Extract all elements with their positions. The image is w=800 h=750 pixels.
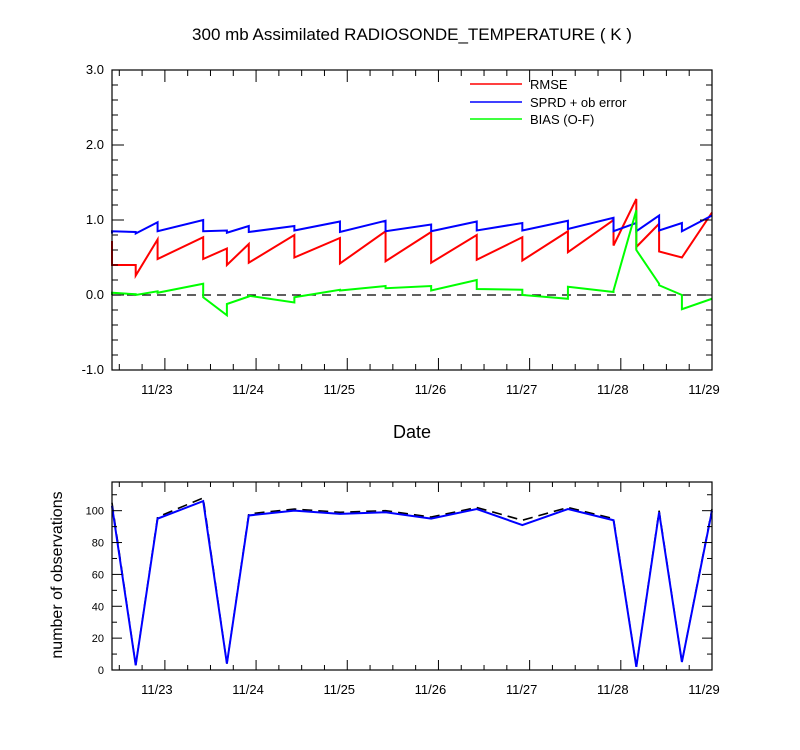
- legend-label-bias: BIAS (O-F): [530, 112, 594, 127]
- top-chart-title: 300 mb Assimilated RADIOSONDE_TEMPERATUR…: [192, 25, 632, 44]
- bottom-y-tick-label: 40: [92, 601, 104, 613]
- top-series-line-2: [111, 209, 713, 318]
- bottom-x-tick-label: 11/24: [232, 682, 264, 697]
- legend-label-rmse: RMSE: [530, 77, 568, 92]
- bottom-x-tick-label: 11/23: [141, 682, 173, 697]
- bottom-y-tick-label: 0: [98, 665, 104, 677]
- bottom-series-line-1: [111, 499, 713, 667]
- top-y-tick-label: 0.0: [86, 287, 104, 302]
- bottom-y-tick-label: 20: [92, 633, 104, 645]
- top-ticks: -1.0 0.0 1.0 2.0 3.0 11/23 11/24 11/25 11/26 11/2…: [82, 62, 720, 397]
- top-x-tick-label: 11/23: [141, 382, 173, 397]
- bottom-chart-y-axis-label: number of observations: [49, 491, 66, 658]
- top-x-tick-label: 11/29: [688, 382, 720, 397]
- legend: RMSE SPRD + ob error BIAS (O-F): [470, 77, 627, 127]
- top-y-tick-label: -1.0: [82, 362, 104, 377]
- top-series-group: [111, 198, 713, 318]
- top-x-tick-label: 11/25: [323, 382, 355, 397]
- top-x-tick-label: 11/27: [506, 382, 538, 397]
- bottom-x-tick-label: 11/27: [506, 682, 538, 697]
- bottom-axes: [111, 481, 713, 671]
- top-y-tick-label: 3.0: [86, 62, 104, 77]
- bottom-y-tick-label: 80: [92, 538, 104, 550]
- top-chart-x-axis-label: Date: [393, 422, 431, 442]
- bottom-x-tick-label: 11/28: [597, 682, 629, 697]
- bottom-y-tick-label: 100: [86, 506, 104, 518]
- bottom-ticks: 0 20 40 60 80 100 11/23 11/24 11/25 11/26 11/27 11/…: [86, 482, 720, 697]
- bottom-series-line-0: [111, 496, 713, 667]
- top-x-tick-label: 11/26: [415, 382, 447, 397]
- top-x-tick-label: 11/24: [232, 382, 264, 397]
- legend-label-sprd: SPRD + ob error: [530, 95, 627, 110]
- top-series-line-0: [111, 198, 713, 280]
- bottom-x-tick-label: 11/29: [688, 682, 720, 697]
- bottom-x-tick-label: 11/26: [415, 682, 447, 697]
- top-y-tick-label: 1.0: [86, 212, 104, 227]
- bottom-y-tick-label: 60: [92, 569, 104, 581]
- top-y-tick-label: 2.0: [86, 137, 104, 152]
- bottom-x-tick-label: 11/25: [323, 682, 355, 697]
- bottom-plot-frame: [111, 481, 713, 671]
- top-x-tick-label: 11/28: [597, 382, 629, 397]
- top-series-line-1: [111, 213, 713, 236]
- bottom-series-group: [111, 496, 713, 667]
